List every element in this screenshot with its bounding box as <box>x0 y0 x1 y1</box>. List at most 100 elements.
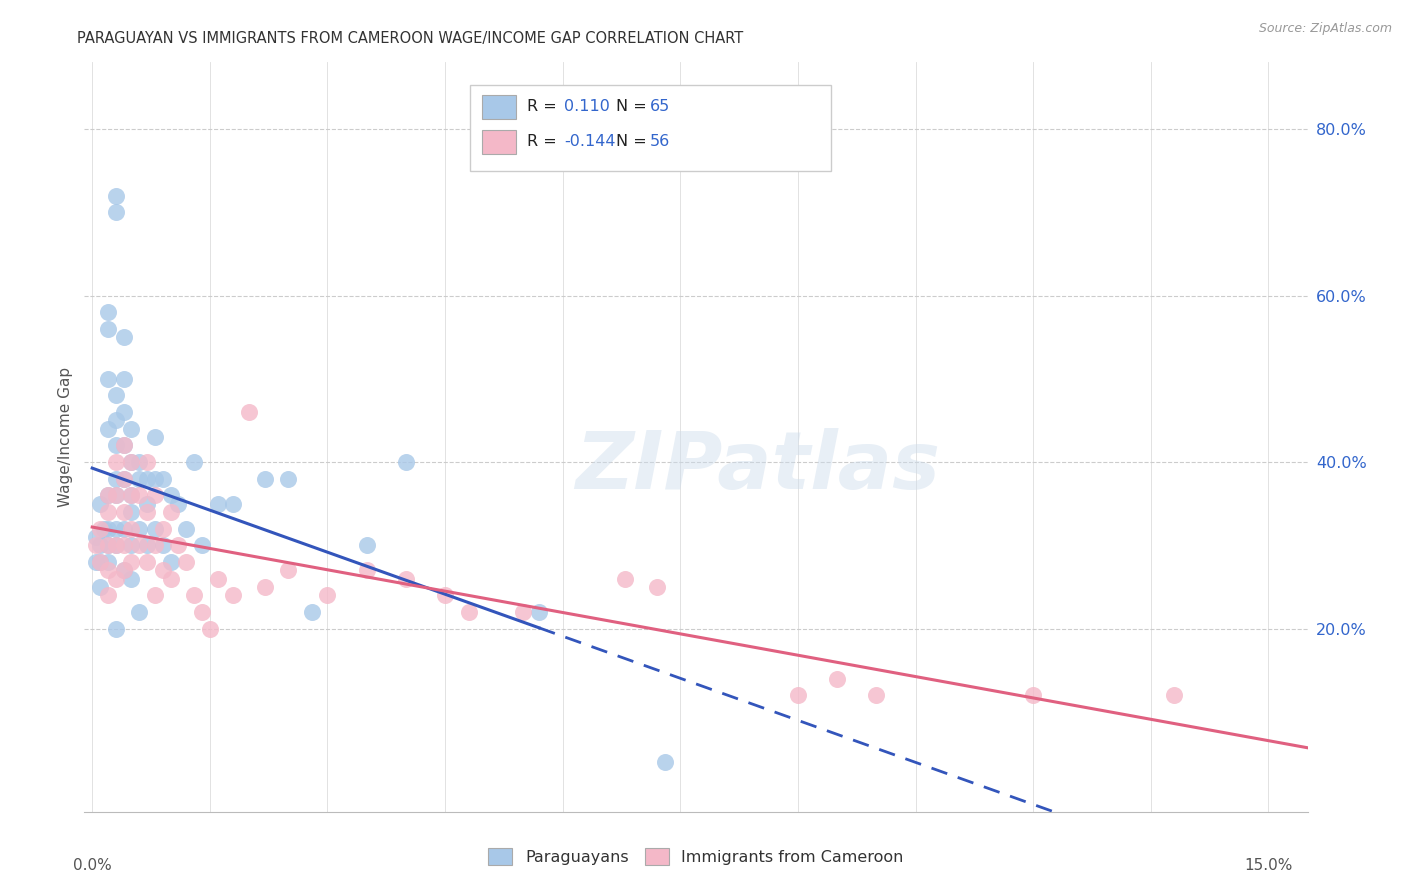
Text: N =: N = <box>616 99 647 114</box>
Point <box>614 572 637 586</box>
Text: 65: 65 <box>650 99 669 114</box>
Point <box>97 505 120 519</box>
Point <box>97 538 120 552</box>
Point <box>222 588 245 602</box>
Point <box>152 522 174 536</box>
Point <box>104 538 127 552</box>
Point <box>136 538 159 552</box>
Point <box>104 488 127 502</box>
Point <box>136 472 159 486</box>
Point <box>865 688 887 702</box>
Text: N =: N = <box>616 135 647 149</box>
Point <box>112 522 135 536</box>
Point <box>207 497 229 511</box>
FancyBboxPatch shape <box>470 85 831 171</box>
Point <box>143 488 166 502</box>
Point <box>112 563 135 577</box>
Point <box>128 455 150 469</box>
Point <box>167 538 190 552</box>
Point <box>128 538 150 552</box>
Legend: Paraguayans, Immigrants from Cameroon: Paraguayans, Immigrants from Cameroon <box>482 842 910 871</box>
Point <box>104 572 127 586</box>
Point <box>143 472 166 486</box>
Point <box>97 588 120 602</box>
Point <box>1022 688 1045 702</box>
Point <box>120 572 142 586</box>
Text: R =: R = <box>527 99 557 114</box>
Point <box>825 672 848 686</box>
Point <box>112 405 135 419</box>
Point <box>128 472 150 486</box>
Point <box>512 605 534 619</box>
Text: 0.0%: 0.0% <box>73 857 111 872</box>
Point <box>89 555 111 569</box>
Point <box>97 488 120 502</box>
Point <box>253 580 276 594</box>
Text: Source: ZipAtlas.com: Source: ZipAtlas.com <box>1258 22 1392 36</box>
Point <box>84 555 107 569</box>
Point <box>787 688 810 702</box>
Point <box>97 563 120 577</box>
Point <box>143 430 166 444</box>
Point <box>198 622 221 636</box>
Point <box>356 563 378 577</box>
Point <box>97 522 120 536</box>
Text: 56: 56 <box>650 135 669 149</box>
Point <box>277 472 299 486</box>
Point <box>191 538 214 552</box>
Point <box>167 497 190 511</box>
Point <box>1163 688 1185 702</box>
Text: R =: R = <box>527 135 557 149</box>
Point <box>395 455 418 469</box>
Point <box>104 522 127 536</box>
Point <box>143 538 166 552</box>
Point <box>277 563 299 577</box>
Point <box>395 572 418 586</box>
Point <box>159 555 181 569</box>
Point <box>104 413 127 427</box>
Point <box>112 472 135 486</box>
Point <box>120 555 142 569</box>
Point <box>120 505 142 519</box>
Point <box>104 438 127 452</box>
Point <box>136 497 159 511</box>
Point <box>104 488 127 502</box>
Point <box>253 472 276 486</box>
Point <box>645 580 668 594</box>
Point <box>301 605 323 619</box>
Point <box>104 472 127 486</box>
Point <box>89 497 111 511</box>
Text: ZIPatlas: ZIPatlas <box>575 428 939 506</box>
Point <box>104 622 127 636</box>
Point <box>238 405 260 419</box>
Point <box>527 605 550 619</box>
Point <box>457 605 479 619</box>
Text: 0.110: 0.110 <box>564 99 610 114</box>
Bar <box>482 95 516 119</box>
Point <box>128 605 150 619</box>
Point <box>97 422 120 436</box>
Point <box>97 488 120 502</box>
Point <box>183 455 205 469</box>
Point <box>152 472 174 486</box>
Point <box>143 522 166 536</box>
Point <box>120 522 142 536</box>
Point <box>112 538 135 552</box>
Point <box>104 205 127 219</box>
Point <box>104 388 127 402</box>
Point <box>104 538 127 552</box>
Point <box>654 755 676 769</box>
Point <box>120 455 142 469</box>
Point <box>97 555 120 569</box>
Point <box>97 372 120 386</box>
Point <box>128 488 150 502</box>
Point <box>89 580 111 594</box>
Point <box>207 572 229 586</box>
Point <box>183 588 205 602</box>
Point <box>143 588 166 602</box>
Text: PARAGUAYAN VS IMMIGRANTS FROM CAMEROON WAGE/INCOME GAP CORRELATION CHART: PARAGUAYAN VS IMMIGRANTS FROM CAMEROON W… <box>77 31 744 46</box>
Point <box>136 505 159 519</box>
Point <box>191 605 214 619</box>
Point <box>112 505 135 519</box>
Text: -0.144: -0.144 <box>564 135 616 149</box>
